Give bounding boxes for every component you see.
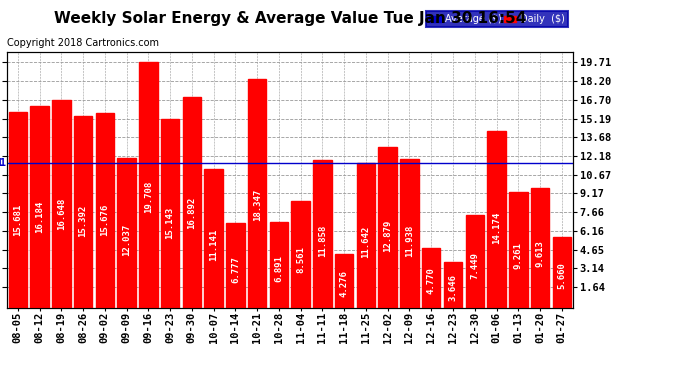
Text: 5.660: 5.660 [558,262,566,289]
Text: Weekly Solar Energy & Average Value Tue Jan 30 16:54: Weekly Solar Energy & Average Value Tue … [54,11,526,26]
Text: 4.770: 4.770 [426,267,436,294]
Text: 12.037: 12.037 [122,224,131,256]
Text: 9.613: 9.613 [535,240,544,267]
Bar [335,254,353,308]
Text: 15.392: 15.392 [79,205,88,237]
Bar [226,223,245,308]
Text: 15.143: 15.143 [166,207,175,239]
Text: 14.174: 14.174 [492,212,501,244]
Text: 11.642: 11.642 [362,226,371,258]
Text: 11.141: 11.141 [209,229,218,261]
Text: 4.276: 4.276 [339,270,348,297]
Bar [531,188,549,308]
Bar [487,131,506,308]
Bar [357,163,375,308]
Text: 12.879: 12.879 [383,219,392,252]
Text: 7.449: 7.449 [471,252,480,279]
Text: 19.708: 19.708 [144,181,153,213]
Text: 3.646: 3.646 [448,274,457,300]
Text: Copyright 2018 Cartronics.com: Copyright 2018 Cartronics.com [7,38,159,48]
Text: 11.938: 11.938 [405,225,414,257]
Text: 6.891: 6.891 [275,255,284,282]
Bar [422,248,440,308]
Text: 8.561: 8.561 [296,246,305,273]
Bar [74,116,92,308]
Bar [30,106,49,307]
Text: 16.184: 16.184 [35,201,44,233]
Text: 16.648: 16.648 [57,198,66,230]
Text: 15.676: 15.676 [100,204,109,236]
Bar [117,158,136,308]
Text: 9.261: 9.261 [514,242,523,269]
Bar [553,237,571,308]
Text: 18.347: 18.347 [253,189,262,221]
Bar [466,215,484,308]
Bar [248,79,266,308]
Bar [291,201,310,308]
Bar [204,169,223,308]
Bar [400,159,419,308]
Bar [270,222,288,308]
Bar [379,147,397,308]
Bar [8,112,27,308]
Bar [161,119,179,308]
Text: • 11.621: • 11.621 [0,158,3,168]
Bar [96,112,114,308]
Legend: Average ($), Daily  ($): Average ($), Daily ($) [426,12,568,27]
Text: 16.892: 16.892 [188,197,197,229]
Bar [313,160,332,308]
Bar [52,100,70,308]
Bar [139,62,157,308]
Text: 6.777: 6.777 [231,256,240,283]
Text: • 11.621: • 11.621 [0,158,6,168]
Bar [509,192,528,308]
Text: 15.681: 15.681 [13,204,22,236]
Bar [444,262,462,308]
Text: 11.858: 11.858 [318,225,327,257]
Bar [183,98,201,308]
